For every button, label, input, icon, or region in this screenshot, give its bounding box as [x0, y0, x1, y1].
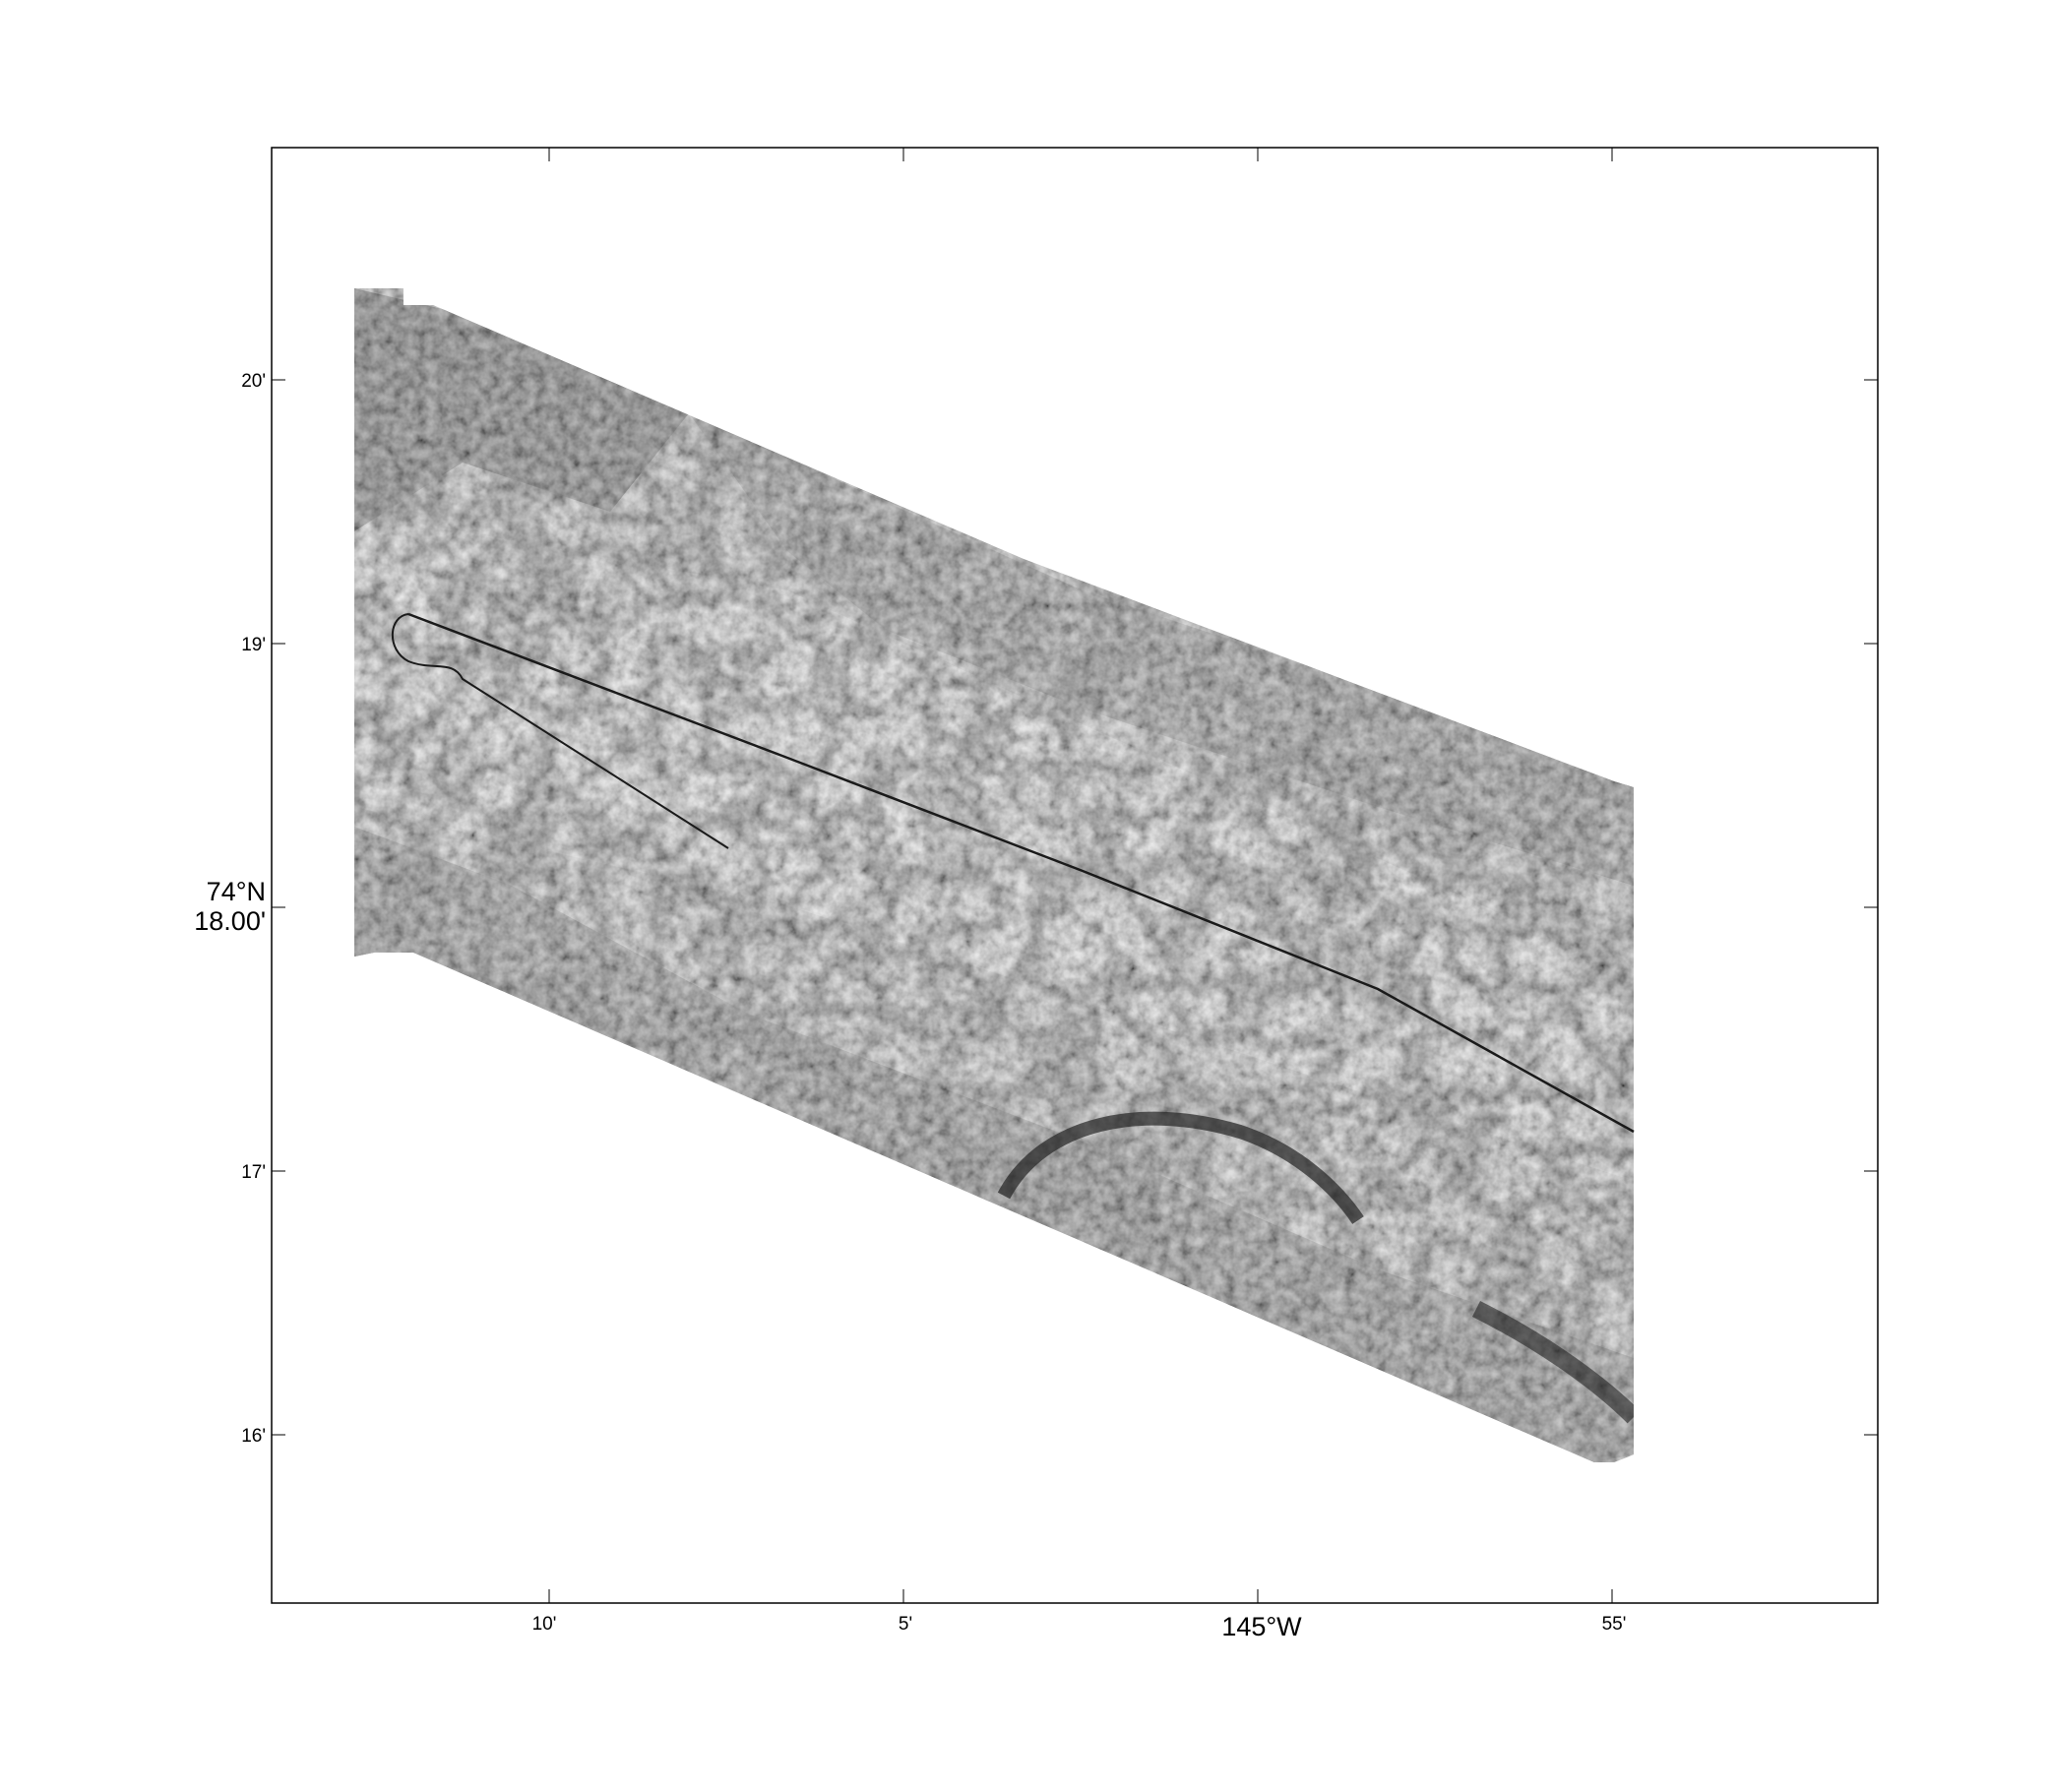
y-tick-label-19: 19': [241, 635, 266, 655]
x-tick-label-145w: 145°W: [1221, 1612, 1302, 1641]
x-tick-label-5: 5': [899, 1614, 912, 1635]
y-tick-label-18: 18.00': [194, 906, 266, 936]
x-tick-label-10: 10': [532, 1614, 557, 1635]
y-tick-label-74n: 74°N: [207, 877, 266, 906]
x-tick-label-55: 55': [1602, 1614, 1627, 1635]
sidescan-mosaic: [335, 276, 1653, 1476]
mosaic-speckle-texture: [335, 276, 1653, 1476]
y-tick-label-16: 16': [241, 1426, 266, 1447]
y-tick-label-20: 20': [241, 371, 266, 392]
y-tick-label-17: 17': [241, 1162, 266, 1183]
